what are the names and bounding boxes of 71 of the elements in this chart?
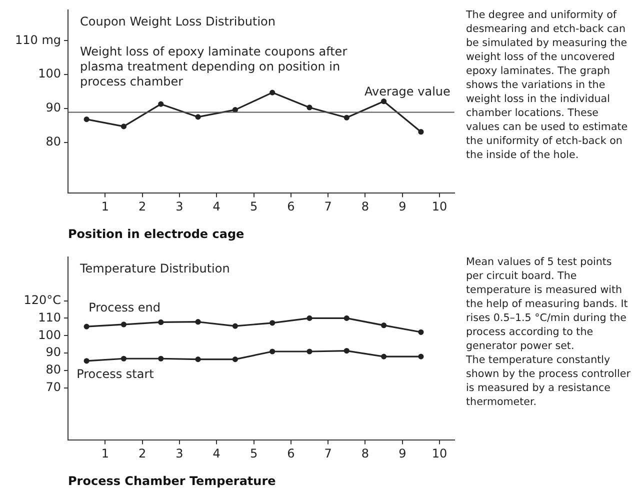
y-tick-label: 100 (38, 328, 61, 342)
x-tick-label: 10 (432, 446, 448, 461)
point (306, 315, 312, 321)
y-tick-label: 100 (38, 66, 61, 81)
series-label: Process end (88, 300, 161, 315)
x-tick-label: 3 (176, 200, 184, 214)
point (120, 322, 127, 328)
point (381, 322, 387, 328)
x-tick-label: 3 (176, 446, 184, 461)
point (158, 319, 164, 326)
point (232, 323, 238, 329)
text: Mean values of 5 test points per circuit board. The temperature is measured with the help of measuring bands. It rises 0.5–1.5 °C/min during the process according to the generator power set. (466, 255, 629, 353)
point (232, 107, 238, 113)
x-tick-label: 9 (398, 200, 406, 214)
x-tick-label: 5 (250, 446, 258, 461)
point (195, 319, 201, 325)
point (120, 124, 127, 130)
y-tick-label: 90 (46, 100, 61, 115)
point (344, 348, 350, 354)
y-tick-label: 80 (46, 134, 61, 148)
y-tick-label: 120°C (24, 292, 61, 307)
point (344, 114, 350, 120)
x-axis-title: Process Chamber Temperature (68, 474, 276, 488)
x-tick-label: 1 (101, 200, 109, 214)
point (270, 320, 276, 326)
point (84, 358, 90, 364)
x-tick-label: 7 (324, 446, 332, 461)
x-tick-label: 2 (138, 200, 146, 214)
x-tick-label: 7 (324, 200, 332, 214)
point (306, 104, 312, 110)
point (158, 356, 164, 362)
point (84, 116, 90, 122)
x-tick-label: 1 (101, 446, 109, 461)
ref-line-label: Average value (364, 84, 450, 98)
x-axis-title: Position in electrode cage (68, 226, 244, 241)
point (418, 129, 424, 135)
y-tick-label: 70 (46, 380, 61, 394)
x-tick-label: 8 (361, 200, 370, 214)
point (232, 356, 238, 362)
x-tick-label: 9 (398, 446, 406, 461)
point (306, 348, 312, 354)
x-tick-label: 4 (212, 446, 220, 461)
x-tick-label: 6 (287, 446, 295, 461)
series-label: Process start (76, 367, 154, 382)
chart-title: Temperature Distribution (79, 261, 230, 276)
x-tick-label: 8 (361, 446, 370, 461)
y-tick-label: 90 (46, 345, 61, 360)
point (381, 98, 387, 104)
point (418, 329, 424, 335)
point (270, 348, 276, 354)
y-tick-label: 110 mg (14, 32, 61, 47)
x-tick-label: 4 (212, 200, 220, 214)
text: The degree and uniformity of desmearing and etch-back can be simulated by measuring the weight loss of the uncovered epoxy laminates. The graph shows the variations in the weight loss in the individual chamber locations. These values can be used to estimate the uniformity of etch-back on the inside of the hole. (466, 9, 628, 161)
point (270, 90, 276, 96)
text: Weight loss of epoxy laminate coupons after plasma treatment depending on position in process chamber (80, 44, 348, 88)
point (120, 356, 127, 362)
point (418, 354, 424, 360)
y-tick-label: 80 (46, 362, 61, 377)
text: The temperature constantly shown by the process controller is measured by a resistance thermometer. (466, 353, 632, 409)
x-tick-label: 2 (138, 446, 146, 461)
point (381, 354, 387, 360)
chart-title: Coupon Weight Loss Distribution (80, 14, 276, 28)
point (195, 356, 201, 362)
point (84, 324, 90, 330)
y-tick-label: 110 (38, 310, 61, 324)
x-tick-label: 10 (432, 200, 448, 214)
x-tick-label: 6 (287, 200, 295, 214)
point (195, 114, 201, 120)
point (158, 101, 164, 107)
x-tick-label: 5 (250, 200, 258, 214)
point (344, 315, 350, 321)
